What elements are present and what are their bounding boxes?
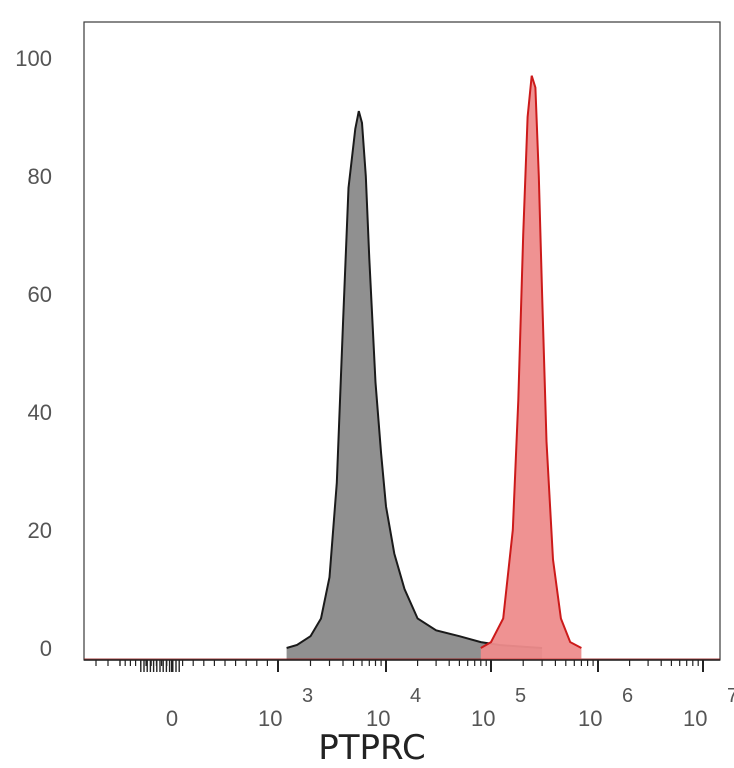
x-tick-label: 10 3 — [258, 685, 313, 731]
series-2-area — [480, 75, 582, 660]
x-tick-label-base: 10 — [258, 706, 282, 731]
series-2-line — [480, 75, 582, 649]
x-tick-label: 10 6 — [578, 685, 633, 731]
y-tick-label: 40 — [28, 400, 52, 425]
series-layer — [84, 75, 720, 661]
y-tick-label: 100 — [15, 46, 52, 71]
y-tick-label: 80 — [28, 164, 52, 189]
x-tick-label-exponent: 5 — [515, 685, 526, 707]
x-tick-label: 10 4 — [366, 685, 421, 731]
x-axis: 0 10 3 10 4 10 5 10 6 10 7 — [95, 660, 734, 731]
series-1-line — [286, 110, 543, 649]
x-tick-label-exponent: 6 — [622, 685, 633, 707]
y-axis: 0 20 40 60 80 100 — [15, 46, 52, 661]
x-tick-label-exponent: 7 — [727, 685, 734, 707]
y-tick-label: 60 — [28, 282, 52, 307]
x-tick-label-base: 10 — [471, 706, 495, 731]
x-tick-label-base: 10 — [366, 706, 390, 731]
x-tick-label-base: 10 — [683, 706, 707, 731]
x-tick-label-exponent: 3 — [302, 685, 313, 707]
x-tick-label: 10 7 — [683, 685, 734, 731]
y-tick-label: 0 — [40, 636, 52, 661]
y-tick-label: 20 — [28, 518, 52, 543]
plot-frame — [83, 21, 721, 661]
x-tick-label-base: 10 — [578, 706, 602, 731]
x-tick-label: 0 — [166, 706, 178, 731]
x-tick-label-exponent: 4 — [410, 685, 421, 707]
x-axis-label: PTPRC — [318, 728, 425, 768]
x-tick-label: 10 5 — [471, 685, 526, 731]
series-1-area — [286, 111, 543, 661]
